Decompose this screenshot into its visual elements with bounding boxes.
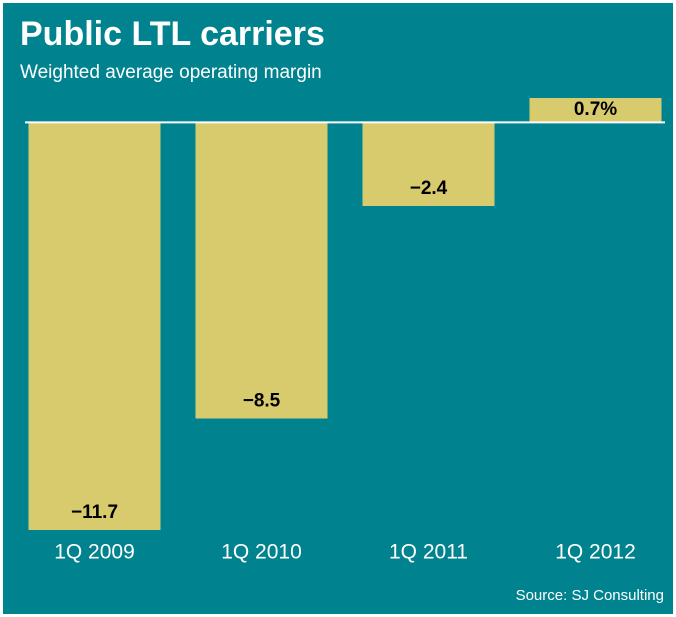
value-label: −8.5	[243, 391, 281, 412]
source: Source: SJ Consulting	[516, 587, 664, 604]
x-tick-label: 1Q 2012	[555, 541, 636, 564]
value-label: −2.4	[410, 178, 448, 199]
value-label: −11.7	[71, 502, 118, 523]
chart-title: Public LTL carriers	[20, 15, 325, 53]
x-tick-label: 1Q 2009	[54, 541, 135, 564]
x-tick-label: 1Q 2011	[389, 541, 468, 564]
bar	[195, 122, 328, 419]
chart-subtitle: Weighted average operating margin	[20, 62, 322, 83]
bar	[28, 122, 161, 531]
x-tick-label: 1Q 2010	[221, 541, 302, 564]
value-label: 0.7%	[574, 99, 617, 120]
bar	[362, 122, 495, 206]
bar	[529, 98, 662, 123]
